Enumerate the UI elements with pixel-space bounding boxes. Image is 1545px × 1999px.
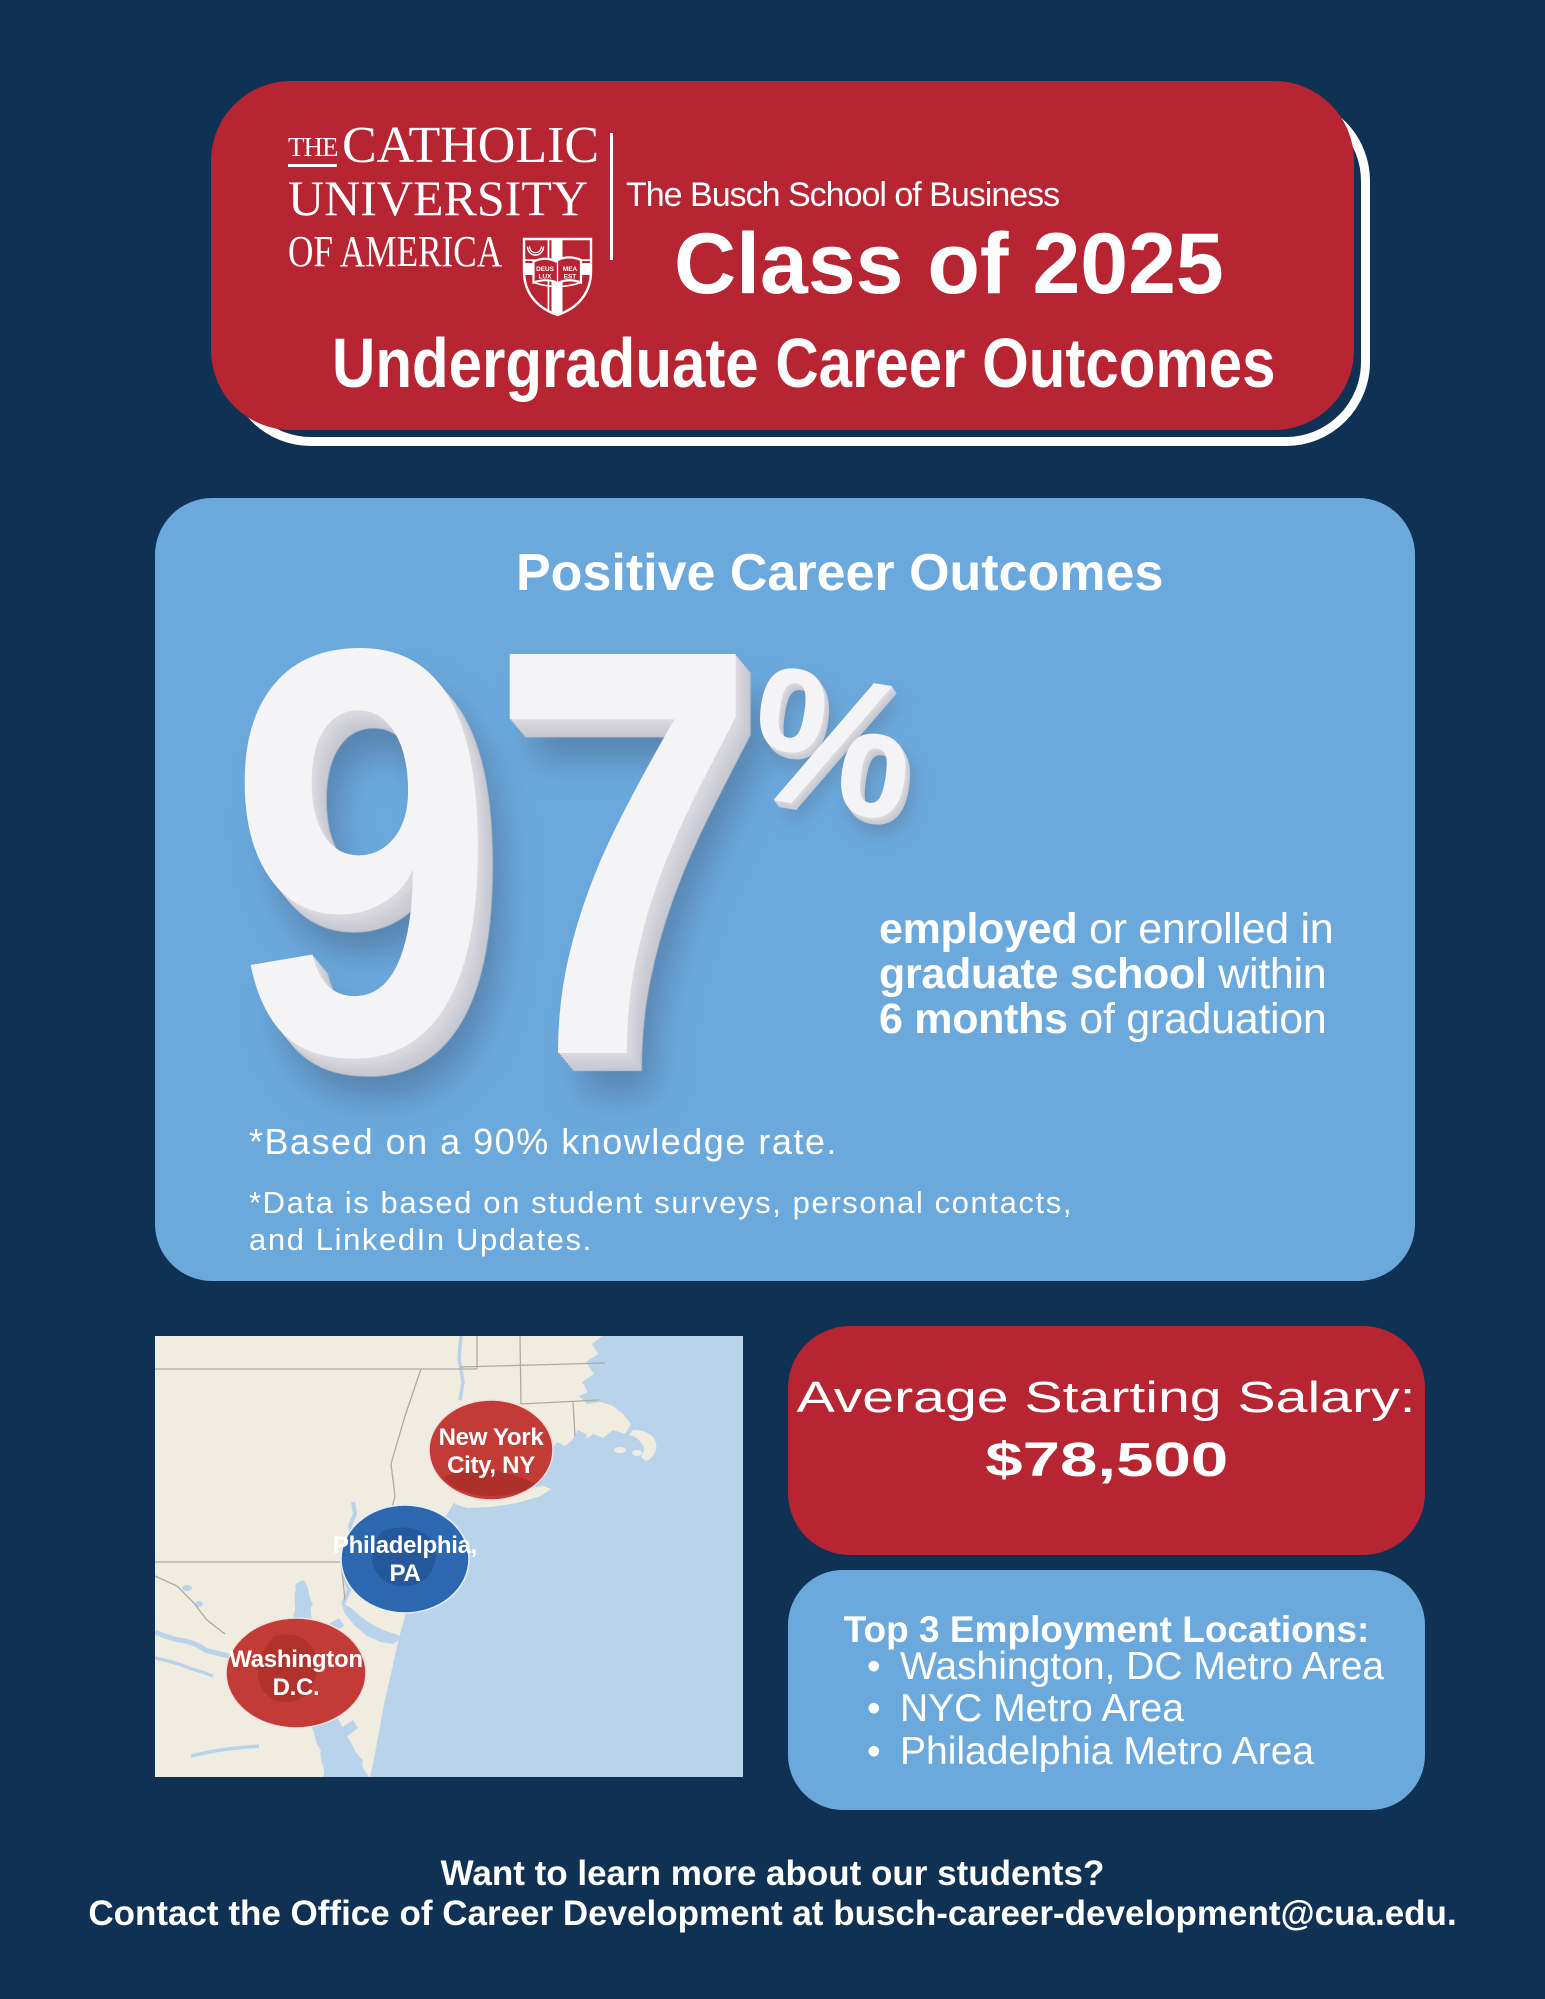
svg-text:D.C.: D.C. bbox=[273, 1674, 320, 1701]
svg-text:Philadelphia,: Philadelphia, bbox=[333, 1532, 477, 1559]
svg-text:New York: New York bbox=[439, 1424, 545, 1451]
svg-text:PA: PA bbox=[390, 1560, 421, 1587]
svg-text:LUX: LUX bbox=[539, 274, 553, 281]
svg-text:EST: EST bbox=[564, 274, 577, 281]
svg-text:City, NY: City, NY bbox=[447, 1452, 535, 1479]
svg-text:MEA: MEA bbox=[563, 266, 578, 273]
svg-text:DEUS: DEUS bbox=[536, 266, 554, 273]
svg-text:Washington: Washington bbox=[229, 1646, 362, 1673]
